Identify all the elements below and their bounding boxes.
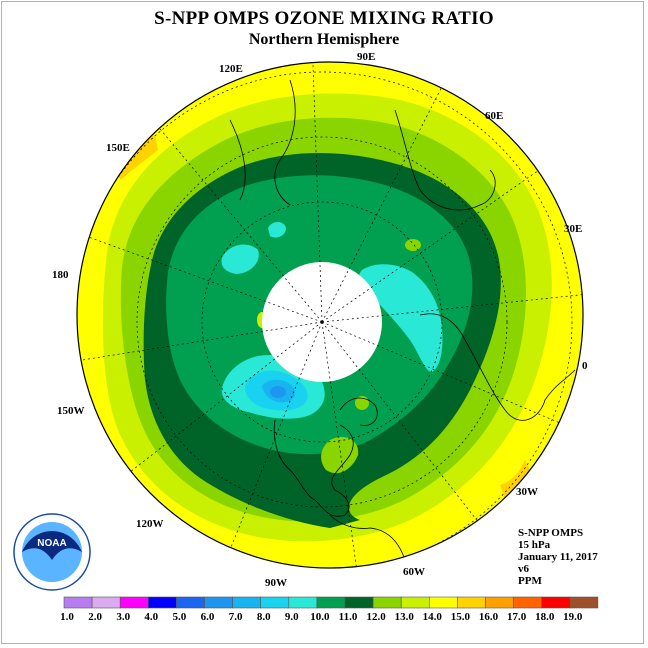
meridian-line <box>321 62 459 323</box>
longitude-label: 90E <box>357 51 375 63</box>
coastline-europe-africa <box>419 313 576 421</box>
longitude-label: 120E <box>219 63 243 75</box>
coastline-asia-east <box>274 79 296 206</box>
field-12ppm-patch <box>355 396 369 410</box>
coastline-central-america <box>329 514 406 561</box>
longitude-label: 0 <box>582 360 588 372</box>
longitude-label: 30W <box>516 486 538 498</box>
longitude-labels: 90E 60E 30E 0 30W 60W 90W 120W 150W 180 150E 120E <box>52 51 588 589</box>
meridian-line <box>321 290 583 323</box>
info-instrument: S-NPP OMPS <box>518 527 584 539</box>
coastline-greenland <box>339 397 378 426</box>
longitude-label: 30E <box>564 223 582 235</box>
latitude-circle <box>77 71 573 568</box>
coastline-japan <box>229 119 246 201</box>
coastline-north-america <box>273 419 354 517</box>
meridian-line <box>77 321 323 370</box>
field-9ppm-patch <box>359 264 443 372</box>
longitude-label: 90W <box>265 577 287 589</box>
meridian-line <box>128 91 323 323</box>
meridian-line <box>85 321 323 507</box>
meridian-line <box>311 62 323 323</box>
field-12ppm-patch <box>321 436 359 474</box>
field-12ppm-patch <box>405 239 421 251</box>
longitude-label: 150W <box>57 405 85 417</box>
meridian-line <box>321 149 568 323</box>
map-title: S-NPP OMPS OZONE MIXING RATIO <box>154 8 494 29</box>
longitude-label: 180 <box>52 269 69 281</box>
map-boundary <box>76 61 584 569</box>
info-units: PPM <box>518 575 542 587</box>
meridian-line <box>321 321 365 568</box>
coastline-asia-south <box>394 109 496 211</box>
field-9ppm-patch <box>221 244 259 274</box>
info-version: v6 <box>518 563 529 575</box>
field-15ppm-patch <box>118 135 158 180</box>
longitude-label: 150E <box>106 142 130 154</box>
field-6ppm-patch <box>270 386 286 398</box>
graticule <box>77 62 583 568</box>
info-level: 15 hPa <box>518 539 551 551</box>
field-15ppm-patch <box>500 460 530 500</box>
latitude-circle <box>201 201 443 443</box>
longitude-label: 60E <box>485 110 503 122</box>
info-date: January 11, 2017 <box>518 551 598 563</box>
map-subtitle: Northern Hemisphere <box>248 31 400 48</box>
coastlines <box>229 79 576 561</box>
longitude-label: 120W <box>136 518 164 530</box>
meridian-line <box>321 321 507 559</box>
meridian-line <box>321 321 583 440</box>
field-9ppm-patch <box>268 222 286 238</box>
longitude-label: 60W <box>403 566 425 578</box>
